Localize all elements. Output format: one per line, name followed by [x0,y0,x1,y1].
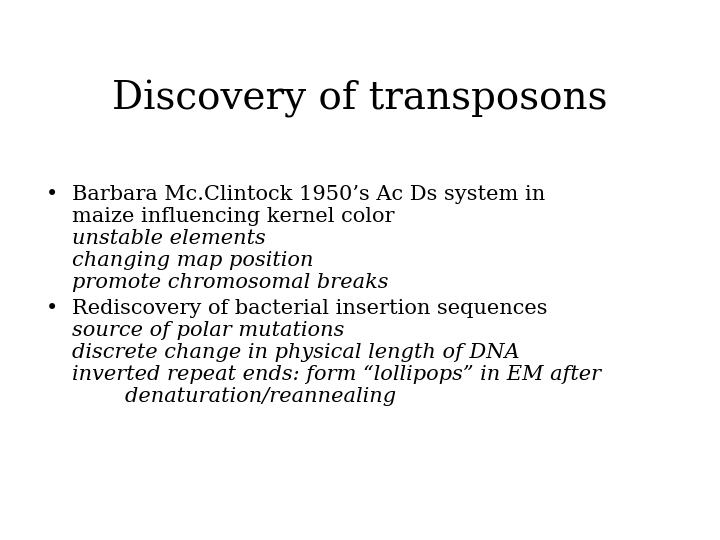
Text: Discovery of transposons: Discovery of transposons [112,80,608,118]
Text: Barbara Mc.Clintock 1950’s Ac Ds system in: Barbara Mc.Clintock 1950’s Ac Ds system … [72,185,545,204]
Text: promote chromosomal breaks: promote chromosomal breaks [72,273,389,292]
Text: source of polar mutations: source of polar mutations [72,321,344,340]
Text: •: • [46,185,58,204]
Text: denaturation/reannealing: denaturation/reannealing [72,387,396,406]
Text: Rediscovery of bacterial insertion sequences: Rediscovery of bacterial insertion seque… [72,299,547,318]
Text: inverted repeat ends: form “lollipops” in EM after: inverted repeat ends: form “lollipops” i… [72,365,601,384]
Text: unstable elements: unstable elements [72,229,266,248]
Text: maize influencing kernel color: maize influencing kernel color [72,207,395,226]
Text: changing map position: changing map position [72,251,313,270]
Text: •: • [46,299,58,318]
Text: discrete change in physical length of DNA: discrete change in physical length of DN… [72,343,520,362]
